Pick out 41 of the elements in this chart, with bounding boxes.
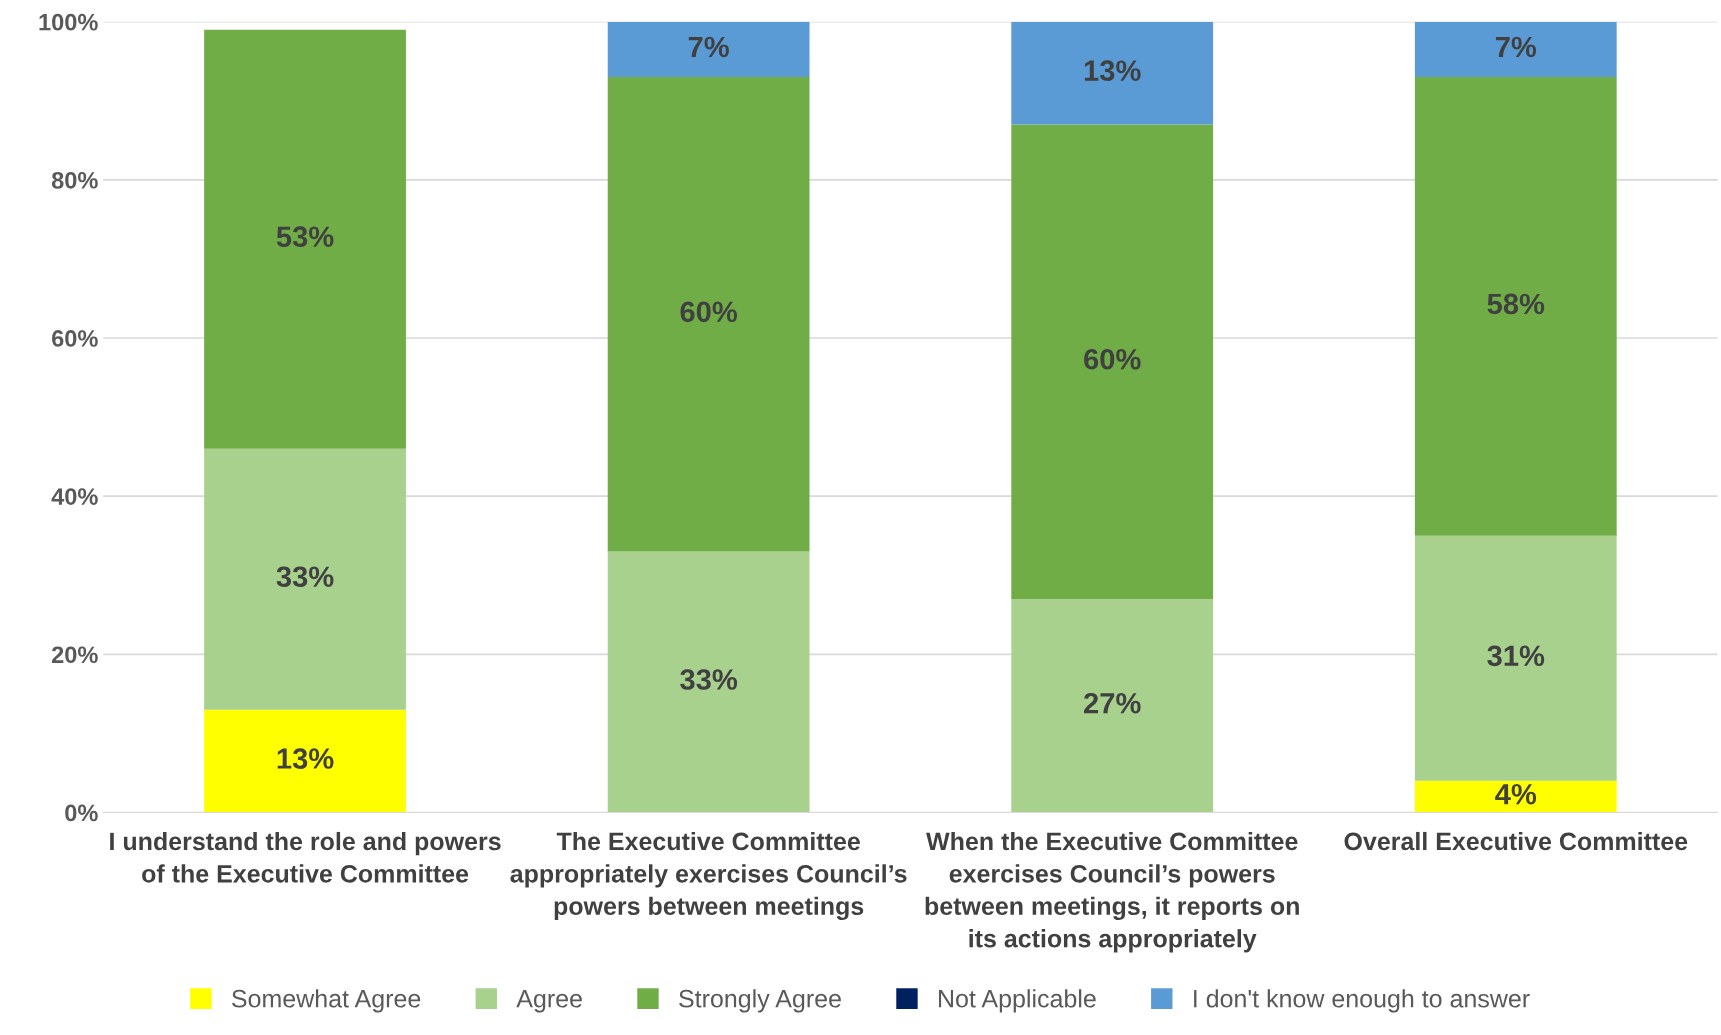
bar [1414, 535, 1617, 781]
bar [607, 21, 810, 78]
bar [1414, 77, 1617, 536]
legend-label: Strongly Agree [679, 989, 841, 1013]
data-label: 60% [1084, 348, 1141, 370]
x-tick-label: Overall Executive Committee [1344, 831, 1688, 851]
bar [1414, 21, 1617, 78]
y-tick-label: 40% [51, 488, 98, 505]
y-tick-label: 20% [51, 646, 98, 664]
bar [204, 448, 406, 710]
data-label: 27% [1084, 692, 1141, 714]
bar [607, 77, 810, 552]
y-tick-label: 100% [39, 13, 98, 31]
y-tick-label: 60% [52, 330, 98, 347]
data-label: 53% [276, 226, 334, 248]
x-tick-label: The Executive Committee appropriately exercises Council’s powers between meetings [510, 831, 907, 921]
bar [204, 29, 406, 449]
data-label: 13% [1084, 60, 1141, 81]
bar [607, 551, 810, 813]
data-label: 13% [277, 748, 334, 769]
data-label: 33% [680, 669, 738, 690]
data-label: 31% [1487, 645, 1545, 667]
x-tick-label: When the Executive Committee exercises Council’s powers between meetings, it reports on its actions appropriately [925, 831, 1299, 953]
x-tick-label: I understand the role and powers of the Executive Committee [110, 831, 501, 883]
legend-label: I don't know enough to answer [1194, 989, 1530, 1013]
data-label: 33% [276, 566, 334, 588]
data-label: 60% [680, 301, 738, 323]
data-label: 7% [1495, 36, 1537, 58]
bar [1011, 21, 1214, 125]
bar [1011, 598, 1214, 813]
bar [204, 709, 406, 813]
legend-label: Not Applicable [939, 989, 1096, 1013]
y-tick-label: 0% [65, 804, 98, 822]
data-label: 4% [1495, 783, 1537, 805]
legend-label: Agree [516, 990, 582, 1013]
bar [1011, 124, 1214, 599]
y-tick-label: 80% [51, 171, 98, 189]
data-label: 58% [1487, 293, 1545, 315]
data-label: 7% [688, 36, 729, 58]
bar [1414, 780, 1617, 813]
legend-label: Somewhat Agree [232, 989, 421, 1013]
